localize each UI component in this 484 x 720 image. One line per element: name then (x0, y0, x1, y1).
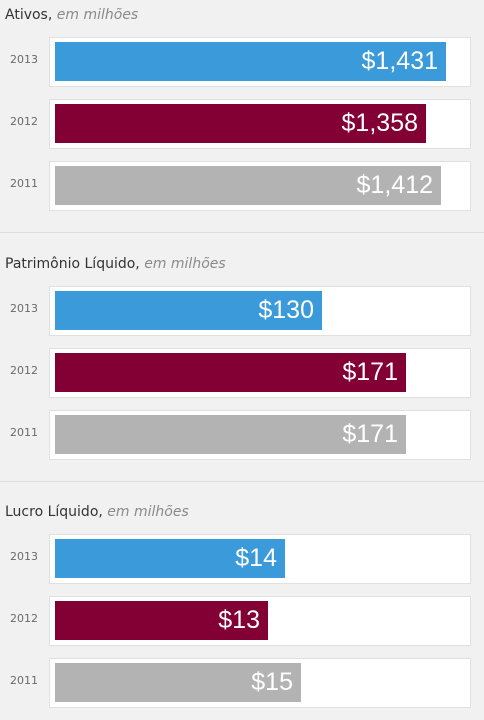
bar-row: 2013 $14 (0, 534, 484, 584)
bar-track: $1,358 (49, 99, 471, 149)
value-label: $1,412 (356, 171, 433, 199)
value-label: $171 (342, 358, 398, 386)
bar-track: $130 (49, 286, 471, 336)
category-label: 2013 (10, 302, 38, 315)
chart-title-text: Ativos, (5, 7, 53, 23)
bar-row: 2013 $130 (0, 286, 484, 336)
value-label: $14 (235, 544, 277, 572)
bar-row: 2011 $171 (0, 410, 484, 460)
bar-row: 2013 $1,431 (0, 37, 484, 87)
chart-subtitle: em milhões (139, 256, 226, 272)
category-label: 2011 (10, 177, 38, 190)
bar-2012: $13 (55, 601, 268, 640)
section-divider (0, 232, 484, 233)
value-label: $1,431 (361, 47, 438, 75)
bar-track: $1,412 (49, 161, 471, 211)
bar-2011: $15 (55, 663, 301, 702)
chart-title: Ativos, em milhões (5, 7, 138, 23)
bar-2013: $1,431 (55, 42, 446, 81)
bar-track: $1,431 (49, 37, 471, 87)
category-label: 2013 (10, 53, 38, 66)
category-label: 2012 (10, 612, 38, 625)
bar-track: $14 (49, 534, 471, 584)
bar-track: $15 (49, 658, 471, 708)
chart-title-text: Lucro Líquido, (5, 504, 103, 520)
category-label: 2013 (10, 550, 38, 563)
category-label: 2011 (10, 426, 38, 439)
value-label: $13 (218, 606, 260, 634)
bar-2013: $14 (55, 539, 285, 578)
chart-title: Patrimônio Líquido, em milhões (5, 256, 226, 272)
bar-2011: $1,412 (55, 166, 441, 205)
value-label: $130 (258, 296, 314, 324)
value-label: $15 (251, 668, 293, 696)
category-label: 2011 (10, 674, 38, 687)
bar-track: $171 (49, 348, 471, 398)
chart-title: Lucro Líquido, em milhões (5, 504, 189, 520)
bar-row: 2011 $1,412 (0, 161, 484, 211)
section-divider (0, 481, 484, 482)
bar-row: 2012 $1,358 (0, 99, 484, 149)
bar-2013: $130 (55, 291, 322, 330)
value-label: $1,358 (341, 109, 418, 137)
category-label: 2012 (10, 364, 38, 377)
bar-2012: $171 (55, 353, 406, 392)
category-label: 2012 (10, 115, 38, 128)
bar-track: $13 (49, 596, 471, 646)
bar-2011: $171 (55, 415, 406, 454)
chart-subtitle: em milhões (52, 7, 139, 23)
bar-2012: $1,358 (55, 104, 426, 143)
bar-row: 2012 $13 (0, 596, 484, 646)
bar-row: 2012 $171 (0, 348, 484, 398)
value-label: $171 (342, 420, 398, 448)
chart-title-text: Patrimônio Líquido, (5, 256, 140, 272)
bar-track: $171 (49, 410, 471, 460)
chart-subtitle: em milhões (102, 504, 189, 520)
bar-row: 2011 $15 (0, 658, 484, 708)
